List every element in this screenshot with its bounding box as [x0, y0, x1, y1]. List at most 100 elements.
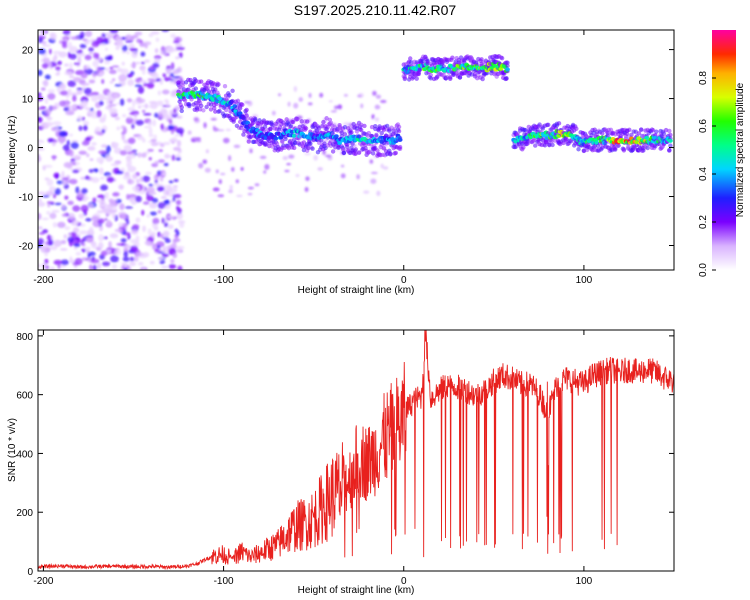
noise-speckle [91, 215, 100, 222]
noise-speckle [111, 211, 116, 219]
noise-speckle [62, 144, 70, 151]
noise-speckle [100, 203, 107, 207]
noise-speckle [152, 62, 160, 69]
noise-speckle [99, 167, 104, 175]
noise-speckle [56, 60, 63, 66]
ridge-halo [396, 124, 402, 130]
noise-speckle [50, 32, 57, 41]
noise-speckle [170, 259, 175, 264]
noise-speckle [40, 87, 46, 91]
noise-speckle [119, 203, 125, 211]
noise-speckle [44, 98, 49, 104]
noise-speckle [308, 92, 312, 98]
noise-speckle [169, 72, 175, 77]
signal-ridge [176, 77, 403, 158]
noise-speckle [87, 203, 94, 209]
ridge-halo [213, 109, 218, 114]
noise-speckle [148, 183, 154, 187]
noise-speckle [153, 174, 159, 181]
noise-speckle [75, 251, 82, 256]
noise-speckle [57, 135, 66, 143]
noise-speckle [138, 79, 147, 84]
noise-speckle [83, 87, 92, 95]
noise-speckle [44, 251, 49, 257]
noise-speckle [198, 162, 204, 169]
noise-speckle [59, 248, 68, 251]
noise-speckle [144, 59, 151, 63]
noise-speckle [155, 37, 160, 42]
noise-speckle [148, 133, 154, 138]
noise-speckle [286, 163, 291, 166]
noise-speckle [92, 264, 97, 270]
noise-speckle [126, 159, 133, 166]
noise-speckle [89, 158, 94, 161]
noise-speckle [177, 220, 186, 224]
noise-speckle [98, 242, 104, 249]
noise-speckle [52, 222, 58, 228]
noise-speckle [83, 124, 88, 131]
noise-speckle [173, 40, 180, 44]
noise-speckle [135, 235, 140, 242]
noise-speckle [215, 169, 219, 174]
noise-speckle [42, 194, 50, 198]
noise-speckle [67, 80, 76, 88]
noise-speckle [132, 173, 138, 180]
noise-speckle [149, 202, 158, 209]
noise-speckle [96, 156, 105, 164]
ridge-halo [396, 128, 402, 134]
ridge-core [667, 138, 673, 143]
noise-speckle [75, 186, 80, 194]
noise-speckle [158, 149, 163, 153]
noise-speckle [61, 203, 66, 210]
noise-speckle [145, 171, 152, 175]
ridge-halo [661, 131, 667, 136]
ridge-halo [292, 145, 297, 151]
ridge-halo [349, 130, 354, 135]
noise-speckle [132, 224, 140, 230]
ridge-halo [213, 87, 218, 92]
noise-speckle [154, 223, 158, 230]
noise-speckle [170, 33, 176, 38]
spectrogram-xlabel: Height of straight line (km) [298, 285, 415, 296]
ridge-halo [330, 131, 336, 137]
noise-speckle [142, 138, 146, 143]
ridge-halo [367, 149, 373, 154]
noise-speckle [142, 252, 150, 258]
noise-speckle [227, 155, 232, 162]
noise-speckle [313, 154, 319, 161]
noise-speckle [131, 50, 138, 59]
ridge-halo [316, 125, 322, 131]
ridge-halo [455, 67, 460, 73]
noise-speckle [169, 80, 177, 85]
noise-speckle [157, 231, 161, 238]
noise-speckle [46, 234, 52, 241]
noise-speckle [154, 112, 159, 118]
noise-speckle [84, 107, 91, 110]
noise-speckle [121, 44, 128, 52]
noise-speckle [38, 238, 44, 245]
noise-speckle [131, 34, 139, 39]
noise-speckle [123, 244, 131, 250]
noise-speckle [72, 162, 76, 166]
noise-speckle [337, 104, 343, 110]
noise-speckle [109, 80, 114, 84]
noise-speckle [101, 144, 108, 148]
noise-speckle [202, 159, 208, 164]
noise-speckle [141, 152, 147, 158]
noise-speckle [52, 155, 56, 161]
noise-speckle [157, 159, 165, 163]
noise-speckle [360, 103, 364, 109]
noise-speckle [164, 99, 169, 103]
noise-speckle [249, 148, 253, 154]
ridge-halo [310, 146, 315, 151]
noise-speckle [96, 199, 105, 203]
ridge-halo [636, 131, 642, 136]
noise-speckle [46, 179, 54, 187]
ridge-halo [457, 75, 463, 80]
ridge-halo [626, 144, 631, 149]
noise-speckle [114, 35, 123, 44]
noise-speckle [161, 89, 170, 95]
ridge-core [505, 67, 510, 72]
noise-speckle [293, 86, 298, 92]
noise-speckle [108, 198, 114, 203]
